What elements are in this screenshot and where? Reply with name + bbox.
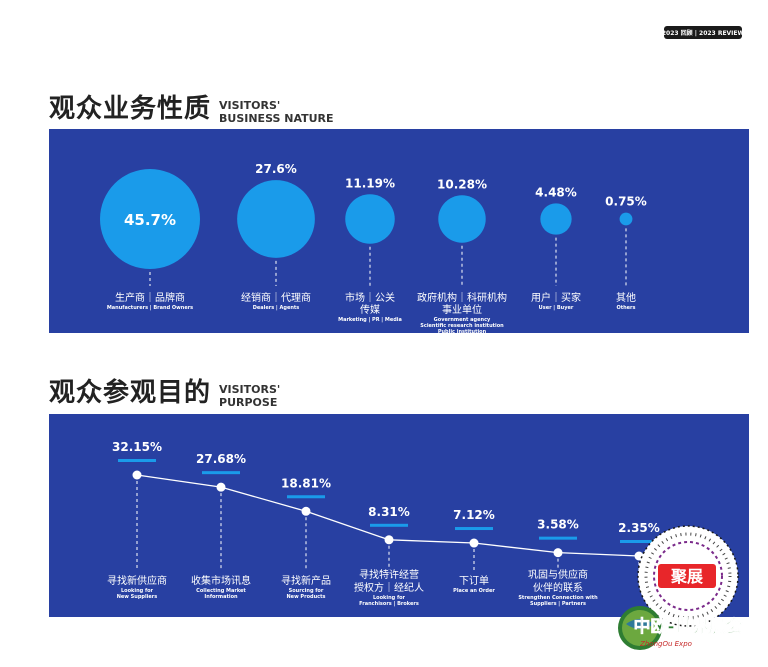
purpose-category-zh-0-0: 寻找新供应商 [107, 574, 167, 587]
bubble-0 [100, 169, 200, 269]
expo-logo: 聚展 中欧-世界展会 ZhongOu Expo [618, 525, 743, 650]
purpose-value-underline-1 [202, 471, 240, 475]
bubble-4 [540, 203, 572, 235]
purpose-title-en: VISITORS' PURPOSE [219, 383, 280, 409]
purpose-category-en-3-0: Looking for [373, 595, 406, 601]
visitor-purpose-chart: 32.15% 寻找新供应商 Looking for New Suppliers 27.6… [49, 414, 749, 617]
bubble-value-label-4: 4.48% [535, 185, 577, 199]
report-badge: 2023 回顾 | 2023 REVIEW [662, 26, 744, 39]
bubble-category-zh-0-0: 生产商｜品牌商 [115, 291, 185, 304]
purpose-value-label-1: 27.68% [196, 452, 246, 466]
bubble-5 [619, 212, 633, 226]
bubble-category-zh-5-0: 其他 [616, 291, 636, 304]
logo-name-en: ZhongOu Expo [639, 640, 692, 648]
bubble-category-en-4-0: User | Buyer [539, 305, 574, 311]
business-title-en: VISITORS' BUSINESS NATURE [219, 99, 334, 125]
purpose-category-en-5-0: Strengthen Connection with [518, 595, 598, 601]
business-title-en-line2: BUSINESS NATURE [219, 112, 334, 125]
purpose-point-0 [132, 470, 142, 480]
bubble-category-en-5-0: Others [616, 305, 635, 311]
purpose-category-zh-5-1: 伙伴的联系 [533, 581, 583, 594]
purpose-point-1 [216, 482, 226, 492]
purpose-category-zh-2-0: 寻找新产品 [281, 574, 331, 587]
purpose-category-en-1-0: Collecting Market [196, 588, 246, 594]
business-nature-chart: 45.7% 生产商｜品牌商 Manufacturers | Brand Owners… [49, 129, 749, 333]
purpose-value-underline-6 [620, 540, 658, 543]
logo-name-zh: 中欧-世界展会 [633, 616, 742, 637]
bubble-value-label-5: 0.75% [605, 195, 647, 209]
purpose-value-label-6: 2.35% [618, 521, 660, 535]
purpose-title-zh: 观众参观目的 [49, 378, 212, 408]
purpose-category-en-3-1: Franchisors | Brokers [359, 601, 419, 607]
bubble-value-label-3: 10.28% [437, 177, 487, 191]
bubble-3 [438, 195, 486, 243]
bubble-value-label-2: 11.19% [345, 176, 395, 190]
bubble-category-zh-3-1: 事业单位 [442, 303, 482, 316]
purpose-category-zh-1-0: 收集市场讯息 [191, 574, 251, 587]
bubble-category-en-3-2: Public institution [438, 329, 487, 333]
purpose-point-3 [384, 535, 394, 545]
purpose-category-zh-3-1: 授权方｜经纪人 [354, 581, 424, 594]
bubble-value-label-0: 45.7% [124, 211, 176, 229]
bubble-category-zh-4-0: 用户｜买家 [531, 291, 581, 304]
purpose-value-underline-2 [287, 495, 325, 499]
bubble-2 [345, 194, 395, 244]
purpose-value-label-0: 32.15% [112, 440, 162, 454]
bubble-category-en-0-0: Manufacturers | Brand Owners [107, 305, 193, 311]
bubble-category-en-1-0: Dealers | Agents [253, 305, 300, 311]
logo-badge-text: 聚展 [670, 567, 704, 586]
purpose-point-4 [469, 538, 479, 548]
purpose-value-label-3: 8.31% [368, 505, 410, 519]
bubble-category-zh-2-1: 传媒 [360, 304, 380, 316]
purpose-category-en-1-1: Information [204, 594, 238, 600]
purpose-category-zh-5-0: 巩固与供应商 [528, 568, 588, 581]
bubble-category-en-3-0: Government agency [434, 317, 491, 323]
purpose-category-en-2-1: New Products [287, 594, 326, 600]
bubble-1 [237, 180, 315, 258]
purpose-value-underline-0 [118, 459, 156, 462]
purpose-point-2 [301, 506, 311, 516]
purpose-value-label-4: 7.12% [453, 508, 495, 522]
purpose-value-label-2: 18.81% [281, 476, 331, 490]
business-title-zh: 观众业务性质 [49, 94, 212, 124]
purpose-value-underline-3 [370, 523, 408, 527]
purpose-category-en-2-0: Sourcing for [289, 588, 324, 594]
purpose-category-zh-4-0: 下订单 [459, 575, 489, 587]
purpose-title-en-line2: PURPOSE [219, 396, 278, 409]
logo-badge-bg [658, 564, 716, 588]
bubble-category-zh-1-0: 经销商｜代理商 [241, 291, 311, 304]
purpose-category-zh-3-0: 寻找特许经营 [359, 568, 419, 581]
purpose-point-5 [553, 548, 563, 558]
bubble-category-en-3-1: Scientific research institution [420, 323, 504, 329]
purpose-value-label-5: 3.58% [537, 518, 579, 532]
bubble-category-zh-3-0: 政府机构｜科研机构 [417, 291, 507, 304]
purpose-section-title: 观众参观目的 VISITORS' PURPOSE [49, 372, 280, 409]
purpose-category-en-0-0: Looking for [121, 588, 154, 594]
purpose-value-underline-4 [455, 527, 493, 531]
business-section-title: 观众业务性质 VISITORS' BUSINESS NATURE [49, 88, 334, 125]
purpose-value-underline-5 [539, 536, 577, 540]
purpose-title-en-line1: VISITORS' [219, 383, 281, 396]
bubble-category-zh-2-0: 市场｜公关 [345, 291, 395, 304]
purpose-category-en-0-1: New Suppliers [117, 594, 158, 600]
bubble-value-label-1: 27.6% [255, 162, 297, 176]
bubble-category-en-2-0: Marketing | PR | Media [338, 317, 402, 323]
purpose-category-en-4-0: Place an Order [453, 588, 495, 594]
business-title-en-line1: VISITORS' [219, 99, 281, 112]
purpose-point-6 [634, 551, 644, 561]
purpose-category-en-5-1: Suppliers | Partners [530, 601, 586, 607]
